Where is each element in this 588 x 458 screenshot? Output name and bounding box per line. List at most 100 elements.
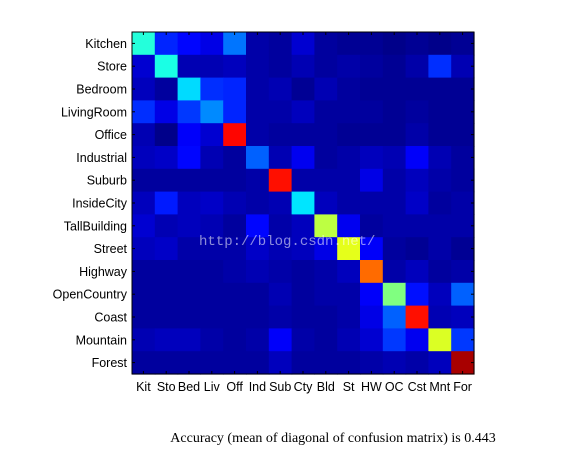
heatmap-cell (223, 146, 247, 170)
heatmap-cell (246, 32, 270, 56)
heatmap-cell (360, 260, 384, 284)
y-tick-label: LivingRoom (61, 105, 127, 119)
heatmap-cell (451, 191, 475, 215)
heatmap-cell (337, 32, 361, 56)
heatmap-cell (314, 168, 338, 193)
heatmap-cell (268, 260, 293, 284)
heatmap-cell (382, 214, 407, 238)
heatmap-cell (405, 100, 429, 124)
heatmap-cell (428, 328, 452, 352)
heatmap-cell (382, 54, 407, 79)
heatmap-cell (291, 54, 315, 79)
heatmap-cell (337, 168, 361, 193)
heatmap-cell (223, 77, 247, 101)
heatmap-cell (291, 214, 315, 238)
heatmap-cell (314, 282, 338, 307)
x-tick-label: For (453, 380, 472, 394)
heatmap-cell (337, 237, 361, 261)
heatmap-cell (314, 305, 338, 329)
heatmap-cell (154, 305, 179, 329)
y-tick-label: Kitchen (85, 37, 127, 51)
watermark: http://blog.csdn.net/ (199, 234, 375, 250)
heatmap-cell (360, 282, 384, 307)
heatmap-cell (154, 146, 179, 170)
heatmap-cell (223, 54, 247, 79)
heatmap-cell (291, 77, 315, 101)
heatmap-cell (451, 305, 475, 329)
heatmap-cell (177, 54, 201, 79)
heatmap-cell (360, 351, 384, 375)
heatmap-cell (382, 168, 407, 193)
heatmap-cell (132, 351, 156, 375)
heatmap-cell (223, 32, 247, 56)
heatmap-cell (132, 146, 156, 170)
heatmap-cell (360, 191, 384, 215)
heatmap-cell (223, 305, 247, 329)
x-tick-label: Bld (317, 380, 335, 394)
heatmap-cell (337, 282, 361, 307)
heatmap-cell (154, 168, 179, 193)
heatmap-cell (268, 100, 293, 124)
heatmap-cell (223, 237, 247, 261)
heatmap-cell (314, 237, 338, 261)
heatmap-cell (337, 54, 361, 79)
heatmap-cell (246, 305, 270, 329)
heatmap-cell (200, 328, 224, 352)
heatmap-cell (200, 54, 224, 79)
heatmap-cell (154, 351, 179, 375)
heatmap-cell (246, 214, 270, 238)
heatmap-cell (154, 32, 179, 56)
heatmap-cell (268, 123, 293, 147)
heatmap-cell (405, 328, 429, 352)
y-tick-label: Highway (79, 265, 128, 279)
heatmap-cell (246, 77, 270, 101)
heatmap-cell (268, 54, 293, 79)
heatmap-cell (405, 237, 429, 261)
heatmap-cell (177, 282, 201, 307)
heatmap-cell (223, 214, 247, 238)
heatmap-cell (132, 123, 156, 147)
heatmap-cell (428, 305, 452, 329)
x-tick-label: Cst (408, 380, 427, 394)
heatmap-cell (223, 123, 247, 147)
heatmap-cell (223, 328, 247, 352)
heatmap-cell (200, 32, 224, 56)
heatmap-cell (428, 100, 452, 124)
heatmap-cell (246, 191, 270, 215)
heatmap-cell (268, 328, 293, 352)
heatmap-cell (382, 123, 407, 147)
heatmap-cell (177, 351, 201, 375)
heatmap-cell (246, 351, 270, 375)
heatmap-cell (360, 328, 384, 352)
heatmap-cell (291, 328, 315, 352)
heatmap-cell (360, 100, 384, 124)
heatmap-cell (246, 237, 270, 261)
heatmap-cell (200, 123, 224, 147)
heatmap-cell (223, 191, 247, 215)
heatmap-cell (177, 214, 201, 238)
heatmap-cell (200, 305, 224, 329)
heatmap-cell (337, 351, 361, 375)
heatmap-cell (200, 351, 224, 375)
heatmap-cell (200, 191, 224, 215)
heatmap-cell (154, 191, 179, 215)
heatmap-cell (360, 123, 384, 147)
x-tick-label: Liv (204, 380, 221, 394)
heatmap-cell (337, 214, 361, 238)
y-tick-label: OpenCountry (53, 288, 128, 302)
heatmap-cell (337, 146, 361, 170)
heatmap-cell (382, 260, 407, 284)
heatmap-cell (360, 32, 384, 56)
y-tick-label: Forest (92, 356, 128, 370)
heatmap-cell (177, 100, 201, 124)
heatmap-cell (337, 123, 361, 147)
heatmap-cell (360, 237, 384, 261)
heatmap-cell (428, 123, 452, 147)
chart-caption: Accuracy (mean of diagonal of confusion … (170, 431, 495, 446)
heatmap-cell (291, 237, 315, 261)
heatmap-cell (223, 100, 247, 124)
y-tick-label: Mountain (76, 333, 127, 347)
heatmap-cell (268, 191, 293, 215)
heatmap-cell (337, 260, 361, 284)
heatmap-cell (451, 32, 475, 56)
